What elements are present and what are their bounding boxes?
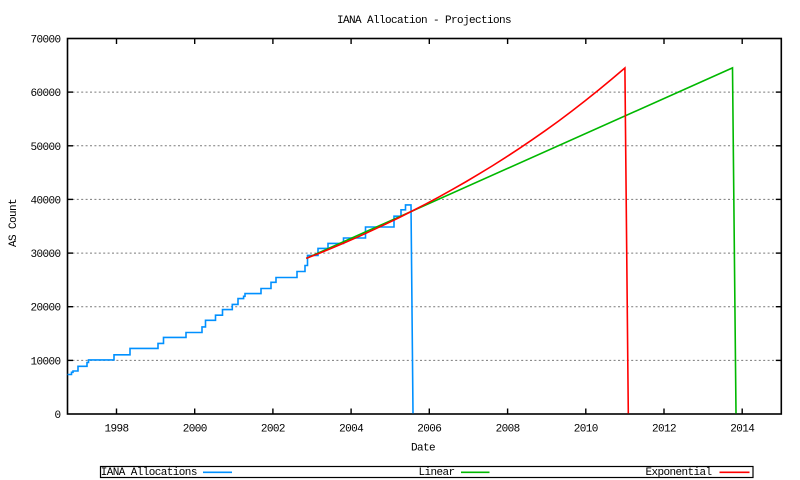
svg-text:1998: 1998 [104, 424, 128, 436]
svg-text:20000: 20000 [30, 303, 60, 315]
svg-text:IANA Allocations: IANA Allocations [101, 467, 197, 479]
svg-text:Date: Date [411, 443, 435, 455]
svg-text:2000: 2000 [183, 424, 207, 436]
svg-text:Exponential: Exponential [645, 467, 711, 479]
svg-text:2008: 2008 [496, 424, 520, 436]
svg-text:Linear: Linear [418, 467, 454, 479]
svg-text:10000: 10000 [30, 356, 60, 368]
svg-text:30000: 30000 [30, 249, 60, 261]
svg-text:0: 0 [54, 410, 60, 422]
svg-text:60000: 60000 [30, 88, 60, 100]
svg-text:IANA Allocation - Projections: IANA Allocation - Projections [337, 15, 511, 27]
svg-text:2014: 2014 [730, 424, 755, 436]
svg-text:AS Count: AS Count [8, 199, 20, 247]
svg-text:70000: 70000 [30, 35, 60, 47]
svg-text:50000: 50000 [30, 142, 60, 154]
svg-text:2004: 2004 [339, 424, 364, 436]
svg-text:2012: 2012 [652, 424, 676, 436]
svg-text:2002: 2002 [261, 424, 285, 436]
svg-text:40000: 40000 [30, 195, 60, 207]
svg-text:2010: 2010 [574, 424, 598, 436]
svg-text:2006: 2006 [417, 424, 441, 436]
